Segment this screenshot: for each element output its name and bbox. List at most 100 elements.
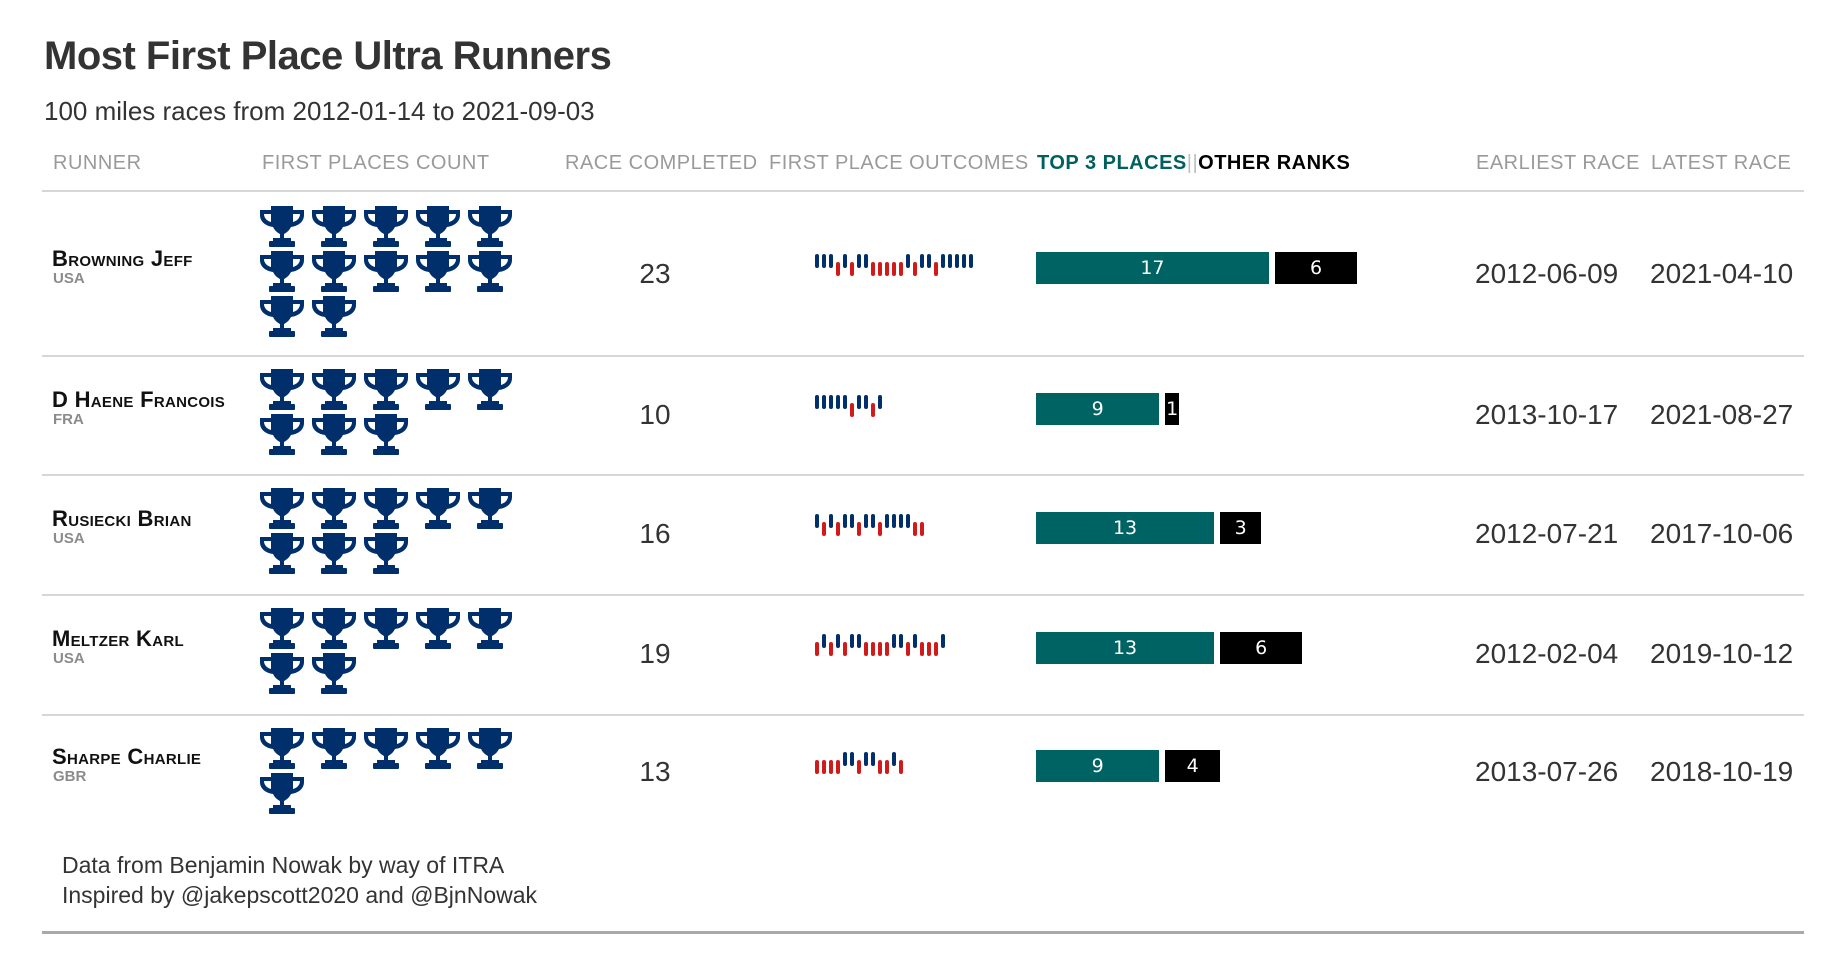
outcome-win-mark (885, 514, 889, 528)
outcome-win-mark (829, 514, 833, 528)
outcome-win-mark (815, 254, 819, 268)
trophy-icon (364, 369, 408, 410)
earliest-race-date: 2013-07-26 (1475, 756, 1619, 787)
outcome-win-mark (920, 254, 924, 268)
outcome-loss-mark (815, 642, 819, 656)
row-divider (42, 474, 1804, 476)
outcome-win-mark (843, 752, 847, 766)
outcome-loss-mark (878, 760, 882, 774)
trophy-icon (468, 369, 512, 410)
other-ranks-segment: 3 (1220, 512, 1262, 544)
outcome-win-mark (843, 394, 847, 409)
trophy-icon (416, 369, 460, 410)
outcome-win-mark (829, 394, 833, 409)
outcome-win-mark (941, 634, 945, 648)
runner-name: Rusiecki Brian (52, 506, 192, 531)
earliest-race-date: 2012-07-21 (1475, 518, 1619, 549)
top3-segment: 9 (1036, 750, 1160, 782)
row-divider (42, 355, 1804, 357)
first-place-outcomes-sparkline (815, 514, 924, 536)
earliest-race-date: 2012-06-09 (1475, 258, 1619, 289)
outcome-loss-mark (864, 642, 868, 656)
outcome-win-mark (864, 514, 868, 528)
outcome-win-mark (892, 514, 896, 528)
outcome-win-mark (871, 752, 875, 766)
header-runner: RUNNER (53, 152, 142, 174)
outcome-win-mark (836, 394, 840, 409)
trophy-icon (260, 296, 304, 337)
outcome-win-mark (822, 394, 826, 409)
outcome-win-mark (899, 514, 903, 528)
latest-race-date: 2018-10-19 (1650, 756, 1794, 787)
trophy-icon (260, 369, 304, 410)
trophy-icon (468, 728, 512, 769)
first-places-trophies (258, 726, 528, 816)
trophy-icon (468, 206, 512, 247)
outcome-win-mark (864, 394, 868, 409)
trophy-icon (312, 369, 356, 410)
outcome-loss-mark (899, 760, 903, 774)
outcome-win-mark (962, 254, 966, 268)
trophy-icon (260, 608, 304, 649)
outcome-win-mark (857, 254, 861, 268)
trophy-icon (416, 206, 460, 247)
outcome-loss-mark (913, 262, 917, 276)
header-latest-race: LATEST RACE (1651, 152, 1792, 174)
outcome-win-mark (948, 254, 952, 268)
trophy-icon (312, 488, 356, 529)
top3-segment: 9 (1036, 392, 1160, 425)
trophy-icon (260, 728, 304, 769)
trophy-icon (312, 608, 356, 649)
header-race-completed: RACE COMPLETED (565, 152, 758, 174)
outcome-loss-mark (822, 522, 826, 536)
latest-race-date: 2019-10-12 (1650, 638, 1794, 669)
outcome-win-mark (843, 514, 847, 528)
first-place-outcomes-sparkline (815, 394, 882, 417)
trophy-icon (364, 608, 408, 649)
top3-segment: 17 (1036, 252, 1269, 284)
trophy-icon (260, 773, 304, 814)
outcome-loss-mark (934, 642, 938, 656)
outcome-loss-mark (878, 262, 882, 276)
outcome-loss-mark (857, 522, 861, 536)
other-ranks-segment: 4 (1165, 750, 1221, 782)
header-separator: || (1186, 152, 1199, 174)
first-place-outcomes-sparkline (815, 254, 973, 276)
outcome-loss-mark (850, 262, 854, 276)
outcome-loss-mark (815, 760, 819, 774)
trophy-icon (312, 653, 356, 694)
runner-country: FRA (53, 410, 84, 428)
outcome-win-mark (843, 254, 847, 268)
outcome-win-mark (899, 634, 903, 648)
outcome-loss-mark (920, 522, 924, 536)
header-first-places-count: FIRST PLACES COUNT (262, 152, 490, 174)
outcome-loss-mark (836, 522, 840, 536)
outcome-win-mark (815, 394, 819, 409)
top3-segment: 13 (1036, 632, 1215, 664)
outcome-win-mark (871, 514, 875, 528)
outcome-win-mark (850, 634, 854, 648)
top3-segment: 13 (1036, 512, 1215, 544)
outcome-loss-mark (871, 642, 875, 656)
trophy-icon (364, 414, 408, 455)
runner-country: USA (53, 530, 85, 547)
outcome-win-mark (850, 514, 854, 528)
outcome-loss-mark (836, 262, 840, 276)
other-ranks-segment: 6 (1220, 632, 1303, 664)
outcome-win-mark (906, 514, 910, 528)
header-other-ranks: OTHER RANKS (1198, 152, 1351, 174)
header-rule (42, 190, 1804, 192)
outcome-loss-mark (871, 402, 875, 417)
outcome-win-mark (864, 254, 868, 268)
trophy-icon (364, 728, 408, 769)
trophy-icon (312, 296, 356, 337)
outcome-win-mark (857, 394, 861, 409)
latest-race-date: 2021-08-27 (1650, 398, 1794, 430)
outcome-win-mark (878, 394, 882, 409)
runner-country: GBR (53, 768, 87, 785)
trophy-icon (364, 533, 408, 574)
outcome-loss-mark (829, 760, 833, 774)
header-earliest-race: EARLIEST RACE (1476, 152, 1640, 174)
first-places-trophies (258, 367, 528, 457)
outcome-win-mark (892, 752, 896, 766)
